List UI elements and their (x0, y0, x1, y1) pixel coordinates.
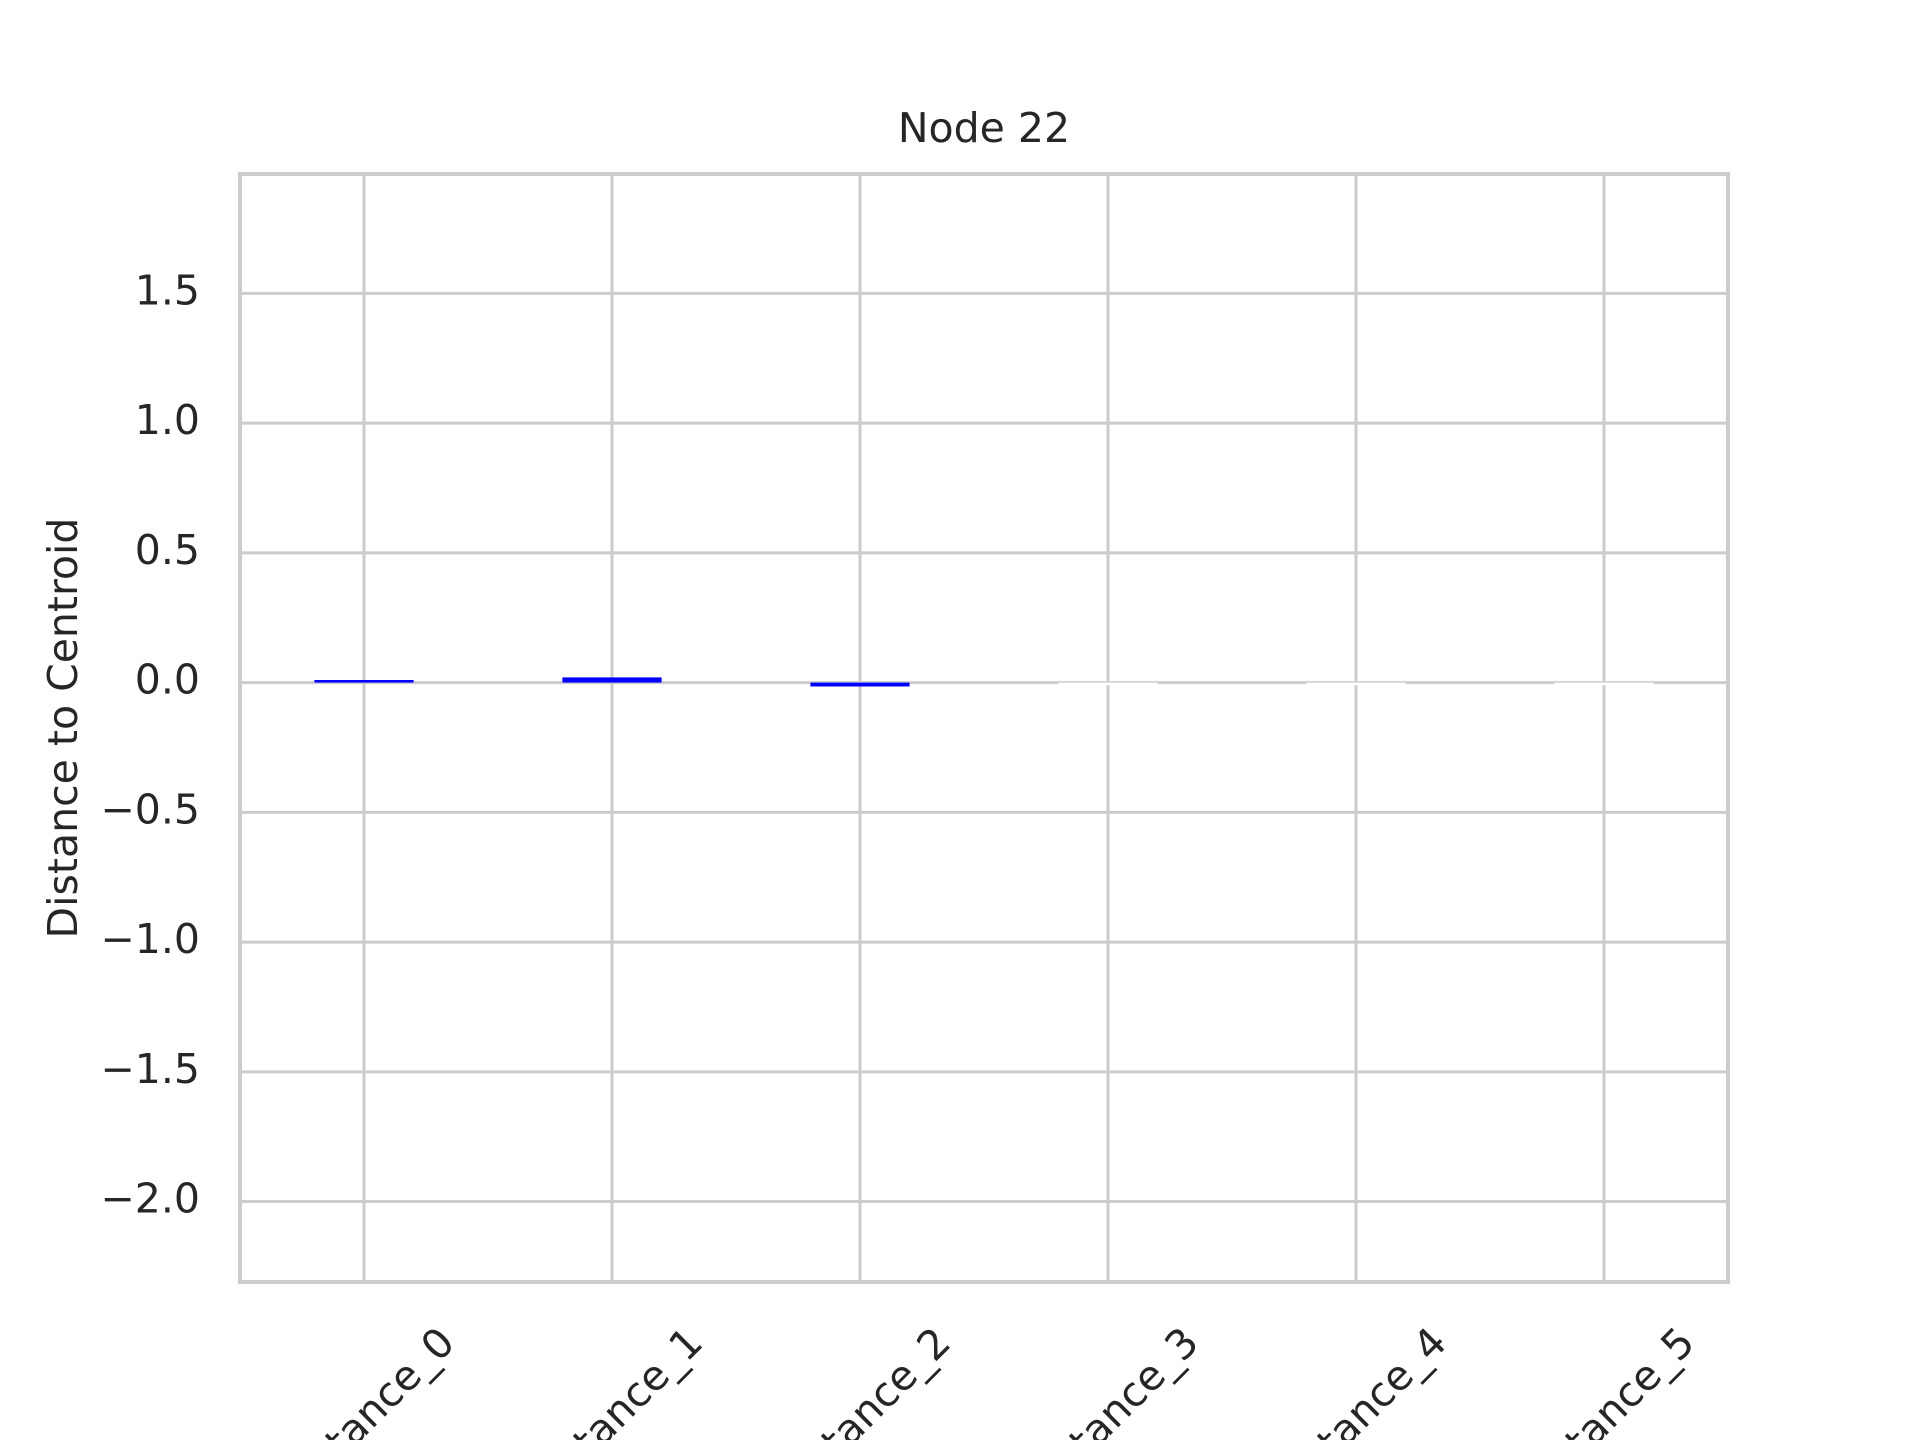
bar (562, 677, 662, 683)
chart-title: Node 22 (898, 104, 1070, 152)
y-tick-label: −0.5 (100, 785, 200, 833)
bar (1554, 682, 1654, 686)
y-tick-label: 0.0 (135, 656, 200, 704)
bar (1058, 682, 1158, 686)
y-tick-label: −1.0 (100, 915, 200, 963)
bar (1306, 682, 1406, 686)
bar (314, 679, 414, 683)
y-tick-label: −1.5 (100, 1045, 200, 1093)
plot-frame (238, 172, 1730, 1284)
y-tick-label: −2.0 (100, 1175, 200, 1223)
y-axis-label: Distance to Centroid (39, 518, 87, 939)
y-tick-label: 1.5 (135, 266, 200, 314)
y-tick-label: 1.0 (135, 396, 200, 444)
y-tick-label: 0.5 (135, 526, 200, 574)
bar (810, 682, 910, 687)
